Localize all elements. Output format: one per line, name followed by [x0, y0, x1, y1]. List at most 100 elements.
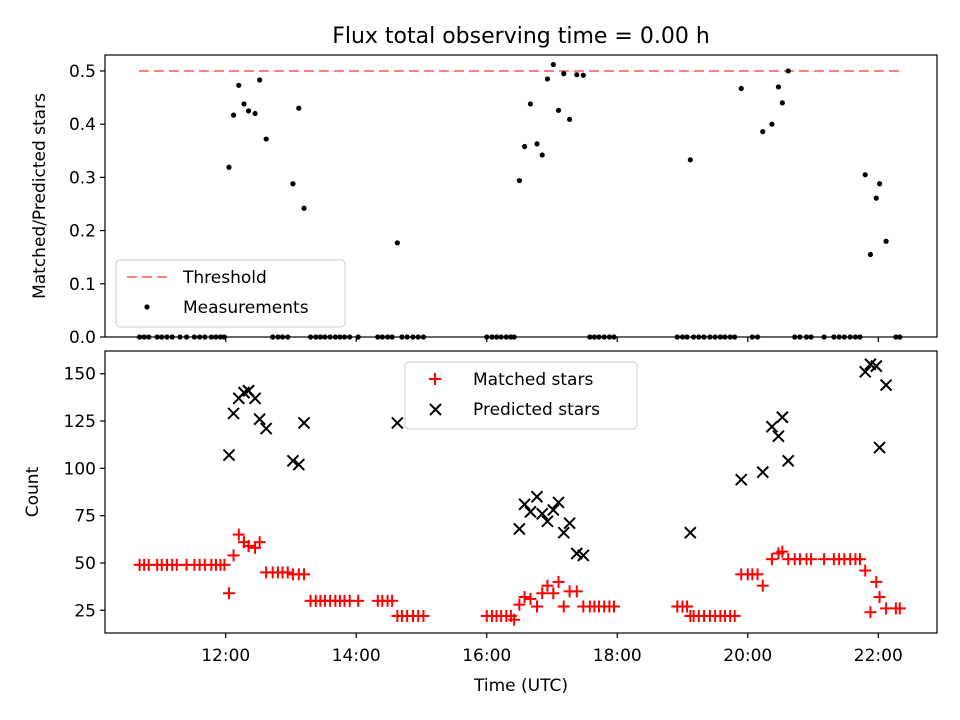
- count-axes-frame: [104, 350, 938, 634]
- predicted-star-point: [297, 416, 311, 430]
- predicted-star-point: [772, 429, 785, 443]
- matched-star-point: [756, 579, 769, 592]
- measurement-point: [257, 77, 263, 83]
- x-tick-label: 16:00: [462, 646, 511, 666]
- measurement-point: [241, 101, 247, 107]
- measurement-point: [574, 72, 580, 78]
- predicted-star-point: [782, 454, 795, 467]
- predicted-star-point: [513, 522, 526, 536]
- matched-star-point: [776, 545, 789, 558]
- matched-star-point: [281, 566, 294, 579]
- ratio-legend-box: [115, 259, 346, 328]
- ratio-y-tick-label: 0.5: [69, 62, 96, 82]
- ratio-y-tick-label: 0.2: [69, 222, 96, 242]
- matched-star-point: [681, 600, 694, 613]
- matched-star-point: [352, 594, 365, 607]
- predicted-star-point: [524, 505, 537, 519]
- predicted-star-point: [879, 378, 893, 392]
- predicted-star-point: [547, 503, 560, 517]
- matched-star-point: [557, 600, 570, 613]
- predicted-star-point: [248, 392, 262, 405]
- matched-star-point: [552, 575, 565, 588]
- x-axis-label: Time (UTC): [473, 676, 568, 696]
- measurement-point: [687, 157, 693, 163]
- measurement-point: [230, 112, 237, 118]
- predicted-star-point: [286, 454, 300, 467]
- x-tick-label: 18:00: [593, 646, 642, 666]
- predicted-star-point: [577, 549, 590, 562]
- x-tick-label: 12:00: [201, 646, 250, 666]
- matched-star-point: [859, 564, 872, 577]
- measurement-point: [580, 72, 586, 78]
- predicted-star-point: [536, 507, 549, 520]
- measurement-point: [539, 152, 545, 158]
- ratio-y-tick-label: 0.3: [69, 168, 96, 188]
- measurement-point: [775, 84, 782, 90]
- ratio-axes-frame: [104, 54, 938, 338]
- measurement-point: [301, 205, 307, 211]
- x-tick-label: 14:00: [332, 646, 381, 666]
- ratio-legend: Threshold Measurements: [115, 259, 346, 328]
- predicted-legend-swatch: [429, 403, 442, 416]
- matched-star-point: [541, 579, 554, 592]
- measurement-point: [236, 82, 242, 88]
- count-panel: 25 50 75 100 125 150 12:00 14:00 16:00 18:00 20:0…: [23, 350, 938, 696]
- predicted-star-point: [222, 448, 236, 462]
- ratio-x-ticks: [225, 337, 879, 342]
- measurements-legend-label: Measurements: [183, 298, 309, 318]
- matched-star-point: [227, 549, 240, 562]
- predicted-star-point: [541, 515, 554, 528]
- matched-star-point: [728, 609, 741, 622]
- matched-star-point: [386, 594, 399, 607]
- matched-star-point: [853, 553, 866, 566]
- measurement-point: [779, 100, 785, 106]
- measurement-point: [760, 129, 766, 135]
- ratio-y-tick-label: 0.4: [69, 115, 96, 135]
- count-y-axis-label: Count: [23, 466, 43, 517]
- matched-star-point: [298, 568, 311, 581]
- measurement-point: [862, 172, 868, 178]
- measurement-point: [527, 101, 534, 107]
- predicted-star-point: [391, 416, 404, 430]
- measurement-point: [738, 85, 744, 92]
- count-legend: Matched stars Predicted stars: [404, 361, 638, 430]
- matched-star-point: [417, 609, 430, 622]
- matched-star-point: [242, 539, 255, 552]
- matched-star-point: [536, 587, 549, 600]
- matched-star-point: [253, 536, 266, 549]
- matched-star-point: [530, 600, 543, 613]
- count-y-tick-label: 150: [64, 365, 96, 385]
- matched-star-point: [524, 592, 537, 605]
- predicted-star-point: [563, 517, 576, 530]
- predicted-star-point: [756, 465, 769, 479]
- matched-star-point: [218, 558, 231, 571]
- matched-star-point: [508, 613, 521, 626]
- predicted-star-point: [253, 412, 266, 426]
- measurement-point: [521, 143, 528, 150]
- measurement-point: [561, 71, 567, 77]
- count-y-tick-label: 50: [74, 554, 96, 574]
- ratio-y-axis-label: Matched/Predicted stars: [30, 93, 50, 299]
- count-legend-box: [404, 361, 638, 430]
- measurement-point: [567, 116, 573, 122]
- predicted-star-point: [552, 496, 565, 509]
- matched-star-point: [607, 600, 620, 613]
- matched-star-point: [751, 568, 764, 581]
- predicted-star-point: [259, 422, 273, 435]
- matched-legend-swatch: [429, 373, 441, 385]
- predicted-star-point: [859, 365, 872, 379]
- predicted-star-point: [292, 458, 306, 471]
- count-y-tick-label: 125: [64, 412, 96, 432]
- measurement-point: [296, 105, 302, 111]
- matched-star-point: [893, 602, 906, 615]
- matched-star-point: [870, 575, 883, 588]
- measurement-point: [226, 164, 232, 170]
- predicted-star-point: [870, 359, 883, 373]
- predicted-star-point: [684, 526, 697, 539]
- matched-star-point: [805, 553, 818, 566]
- measurement-point: [252, 110, 258, 117]
- measurement-point: [876, 181, 883, 187]
- predicted-legend-label: Predicted stars: [473, 400, 600, 420]
- matched-star-point: [547, 587, 560, 600]
- measurement-point: [544, 76, 551, 82]
